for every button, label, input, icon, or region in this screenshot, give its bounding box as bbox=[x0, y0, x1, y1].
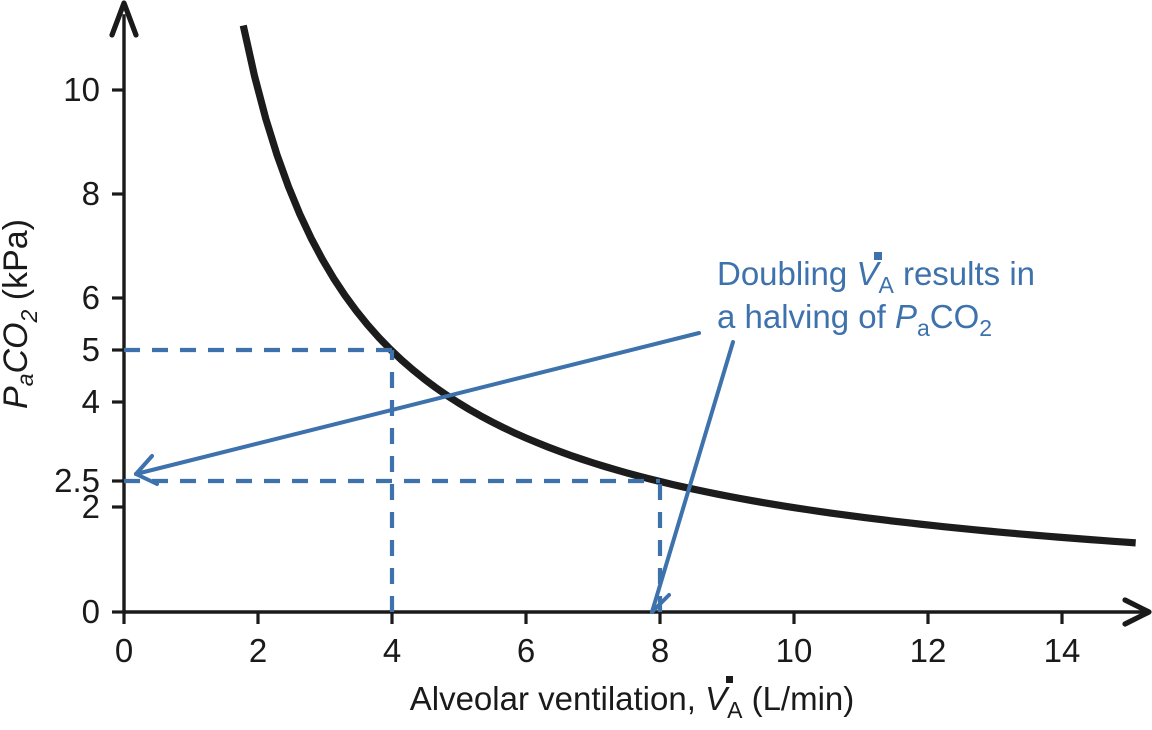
svg-text:14: 14 bbox=[1044, 632, 1081, 669]
svg-text:6: 6 bbox=[517, 632, 535, 669]
svg-text:2: 2 bbox=[82, 488, 100, 525]
svg-text:5: 5 bbox=[82, 331, 100, 368]
svg-text:12: 12 bbox=[910, 632, 947, 669]
svg-text:4: 4 bbox=[82, 383, 100, 420]
svg-text:2: 2 bbox=[249, 632, 267, 669]
svg-text:8: 8 bbox=[651, 632, 669, 669]
svg-text:6: 6 bbox=[82, 279, 100, 316]
svg-text:0: 0 bbox=[82, 593, 100, 630]
svg-text:4: 4 bbox=[383, 632, 401, 669]
svg-text:10: 10 bbox=[63, 71, 100, 108]
svg-text:0: 0 bbox=[115, 632, 133, 669]
svg-text:8: 8 bbox=[82, 175, 100, 212]
svg-text:10: 10 bbox=[776, 632, 813, 669]
svg-text:Doubling VA results in: Doubling VA results in bbox=[717, 255, 1035, 298]
svg-text:a halving of PaCO2: a halving of PaCO2 bbox=[717, 298, 992, 341]
svg-text:Alveolar ventilation, VA (L/mi: Alveolar ventilation, VA (L/min) bbox=[410, 680, 855, 723]
